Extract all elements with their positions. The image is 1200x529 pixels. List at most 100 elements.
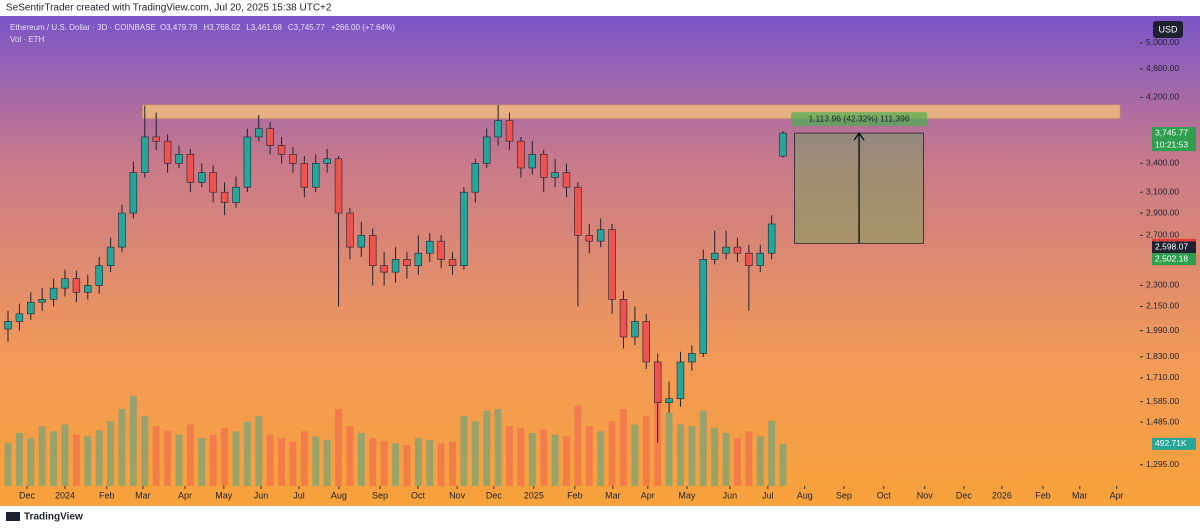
candle-body [471, 163, 480, 193]
x-tick-label: Apr [1110, 490, 1124, 500]
x-tick-label: 2025 [524, 490, 544, 500]
candle-body [312, 163, 320, 188]
volume-bar [654, 400, 662, 486]
legend-value: C3,745.77 [288, 23, 325, 32]
x-tick-label: Feb [99, 490, 115, 500]
candle-body [163, 140, 172, 164]
x-tick-label: May [678, 490, 696, 500]
price-label: 2,598.07 [1155, 242, 1188, 252]
x-tick-label: Jun [723, 490, 738, 500]
candle-body [494, 120, 502, 138]
volume-bar [323, 439, 331, 486]
volume-bar [15, 433, 23, 486]
volume-bar [460, 415, 468, 486]
volume-bar [198, 438, 206, 486]
x-tick-label: 2026 [992, 490, 1012, 500]
candle-body [198, 172, 206, 183]
candle-body [745, 252, 753, 266]
volume-bar [517, 427, 525, 486]
price-label-bg [1152, 253, 1196, 266]
candle-body [95, 265, 103, 286]
volume-bar [551, 434, 559, 486]
currency-button[interactable] [1153, 21, 1183, 38]
x-tick-label: Apr [178, 490, 192, 500]
candle-body [334, 158, 343, 214]
candle-body [482, 136, 491, 164]
candle-body [426, 240, 434, 254]
volume-bar [528, 433, 536, 486]
x-tick-label: Mar [135, 490, 151, 500]
currency[interactable]: USD [1158, 24, 1178, 34]
candle-body [369, 235, 377, 266]
candle-body [72, 278, 81, 293]
x-tick-label: May [215, 490, 233, 500]
volume-bar [152, 426, 160, 486]
footer: TradingView [24, 512, 83, 523]
y-tick-label: 1,990.00 [1146, 325, 1179, 335]
x-tick-label: Oct [877, 490, 892, 500]
x-tick-label: Sep [836, 490, 852, 500]
candle-body [106, 246, 115, 266]
x-tick-label: 2024 [55, 490, 75, 500]
resistance-zone [142, 104, 1121, 119]
candle-body [232, 186, 240, 203]
volume-label-bg [1152, 437, 1196, 450]
candle-body [277, 145, 286, 155]
x-tick-label: Aug [331, 490, 347, 500]
countdown-bg [1152, 139, 1196, 152]
candle-body [551, 172, 559, 178]
volume-bar [734, 438, 741, 486]
measure-arrowhead [853, 132, 865, 141]
candle-body [767, 223, 776, 254]
volume-bar [414, 438, 422, 486]
y-tick-label: 2,700.00 [1146, 230, 1179, 240]
volume-bar [141, 415, 149, 486]
y-tick-label: 1,585.00 [1146, 396, 1179, 406]
candle-body [403, 259, 411, 266]
candle-body [596, 229, 605, 242]
volume-bar [563, 436, 570, 486]
candle-body [665, 398, 673, 403]
volume-bar [369, 438, 377, 486]
volume-bar [266, 434, 274, 486]
volume-bar [221, 427, 228, 486]
x-tick-label: Feb [567, 490, 583, 500]
x-tick-label: Jul [293, 490, 305, 500]
candle-body [209, 172, 217, 193]
candle-body [688, 353, 696, 363]
volume-bar [255, 415, 263, 486]
legend-value: +266.00 (+7.64%) [331, 23, 395, 32]
volume-bar [243, 421, 251, 486]
x-tick-label: Feb [1035, 490, 1051, 500]
candle-body [152, 136, 160, 142]
candle-body [300, 163, 309, 188]
x-tick-label: Oct [411, 490, 426, 500]
y-tick-label: 2,300.00 [1146, 280, 1179, 290]
y-tick-label: 4,200.00 [1146, 92, 1179, 102]
logo [6, 512, 20, 521]
x-tick-label: Apr [641, 490, 655, 500]
candle-body [710, 252, 719, 260]
candle-body [15, 313, 24, 322]
candle-body [255, 128, 263, 138]
candle-body [49, 287, 58, 300]
y-tick-label: 4,600.00 [1146, 63, 1179, 73]
volume-bar [289, 441, 297, 486]
x-tick-label: Jul [762, 490, 774, 500]
volume-bar [346, 426, 354, 486]
candle-body [84, 285, 92, 293]
candle-body [175, 153, 183, 164]
candle-body [539, 153, 548, 178]
volume-bar [175, 434, 183, 486]
candle-body [733, 246, 742, 254]
candle-body [346, 212, 354, 248]
candle-body [608, 229, 616, 300]
candle-body [585, 235, 594, 242]
volume-bar [756, 436, 764, 486]
volume-bar [665, 412, 673, 486]
volume-bar [437, 443, 445, 486]
volume-bar [72, 434, 80, 486]
candle-body [266, 128, 274, 146]
volume-bar [335, 409, 342, 486]
volume-bar [574, 405, 582, 486]
